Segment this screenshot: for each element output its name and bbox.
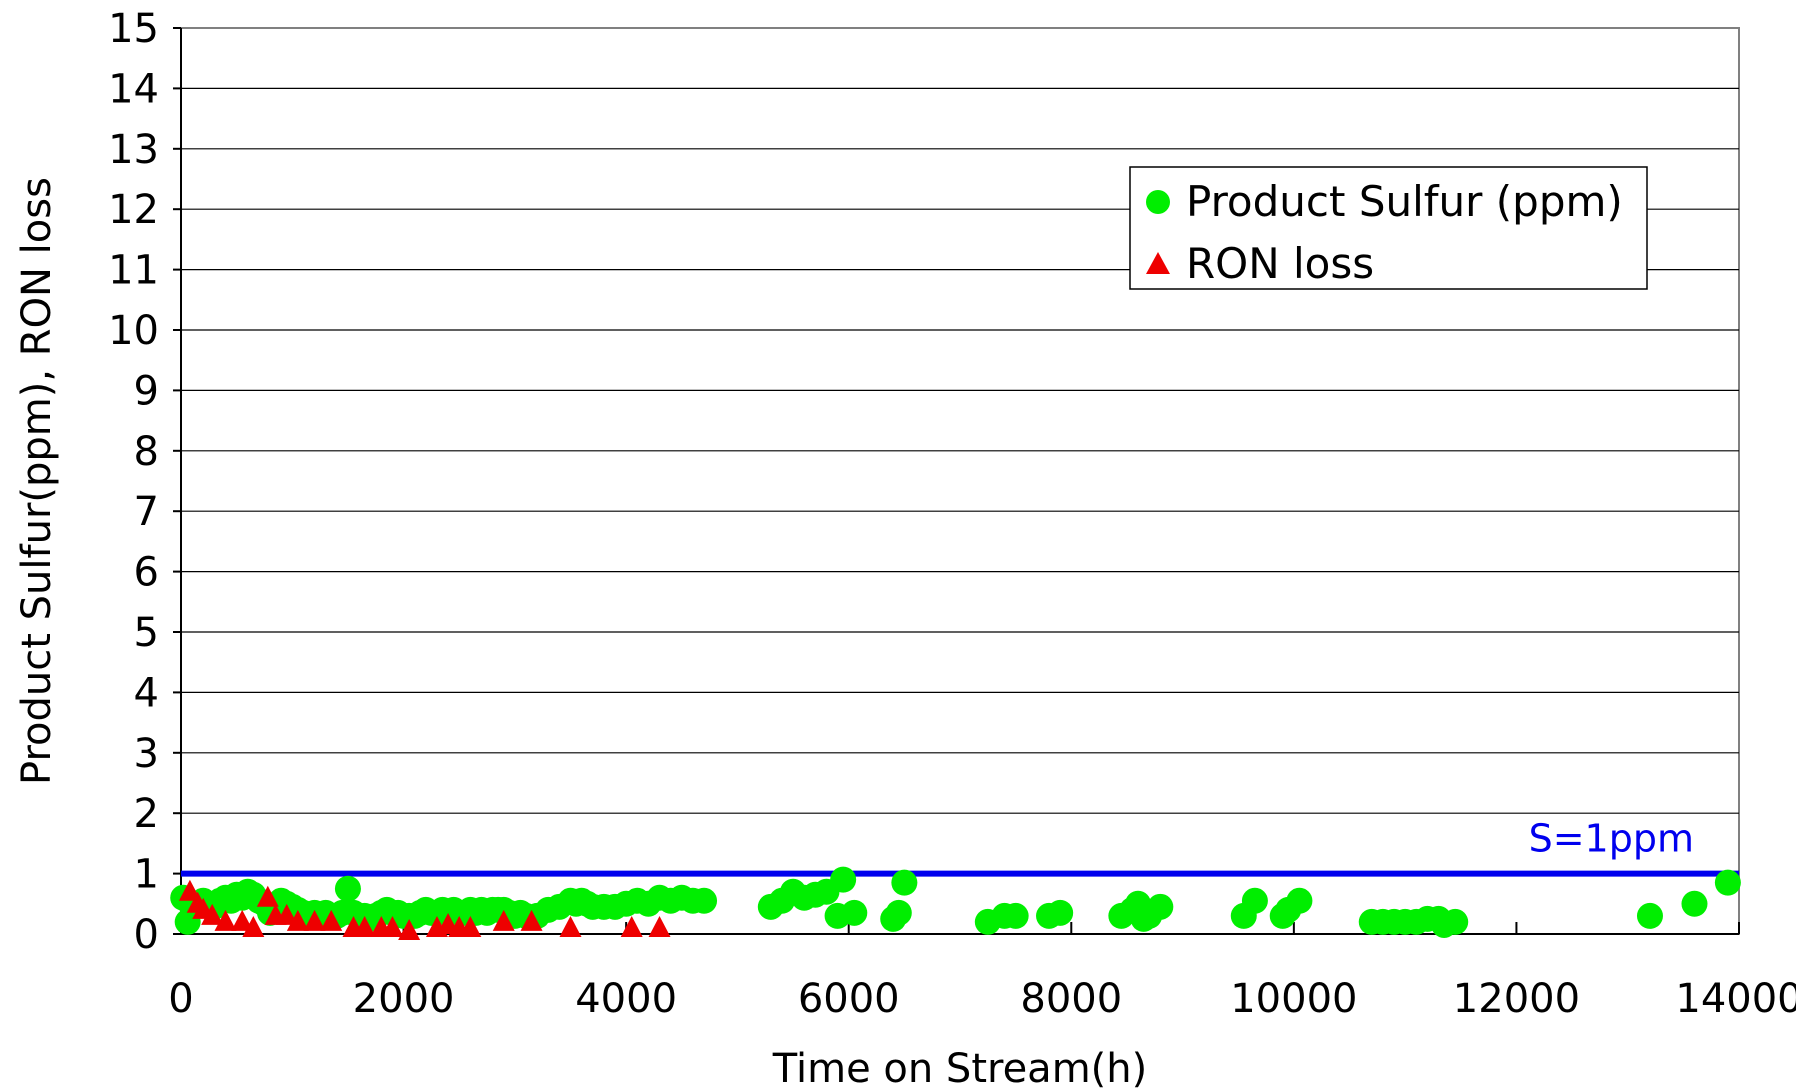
product-sulfur-point	[1681, 890, 1708, 917]
ron-loss-point	[231, 909, 254, 931]
x-tick-label: 10000	[1230, 976, 1357, 1022]
ron-loss-point	[492, 909, 515, 931]
product-sulfur-points	[170, 866, 1741, 938]
reference-line-label: S=1ppm	[1529, 817, 1694, 861]
y-tick-label: 14	[108, 66, 159, 112]
x-tick-label: 12000	[1453, 976, 1580, 1022]
x-tick-label: 14000	[1675, 976, 1796, 1022]
product-sulfur-point	[691, 887, 718, 914]
x-tick-label: 4000	[575, 976, 677, 1022]
y-tick-label: 2	[134, 791, 159, 837]
legend-box	[1129, 166, 1648, 290]
y-tick-label: 13	[108, 127, 159, 173]
product-sulfur-point	[1636, 902, 1663, 929]
product-sulfur-point	[334, 875, 361, 902]
y-tick-label: 6	[134, 550, 159, 596]
y-tick-label: 9	[134, 368, 159, 414]
ron-loss-point	[398, 918, 421, 940]
y-tick-label: 7	[134, 489, 159, 535]
legend-marker-ron-loss	[1146, 252, 1170, 274]
ron-loss-point	[559, 915, 582, 937]
ron-loss-point	[286, 909, 309, 931]
product-sulfur-point	[1442, 908, 1469, 935]
ron-loss-point	[381, 915, 404, 937]
y-tick-label: 11	[108, 248, 159, 294]
legend-label-product-sulfur: Product Sulfur (ppm)	[1186, 177, 1623, 226]
y-tick-label: 0	[134, 912, 159, 958]
ron-loss-point	[459, 915, 482, 937]
ron-loss-point	[256, 885, 279, 907]
product-sulfur-point	[830, 866, 857, 893]
legend: Product Sulfur (ppm) RON loss	[1129, 166, 1648, 290]
ron-loss-point	[275, 903, 298, 925]
ron-loss-point	[242, 915, 265, 937]
y-tick-label: 3	[134, 731, 159, 777]
ron-loss-point	[201, 903, 224, 925]
ron-loss-point	[648, 915, 671, 937]
ron-loss-point	[178, 879, 201, 901]
ron-loss-point	[620, 915, 643, 937]
product-sulfur-point	[841, 899, 868, 926]
ron-loss-point	[353, 915, 376, 937]
y-tick-label: 1	[134, 852, 159, 898]
product-sulfur-point	[1714, 869, 1741, 896]
product-sulfur-point	[1147, 893, 1174, 920]
x-axis-title: Time on Stream(h)	[772, 1046, 1147, 1088]
x-tick-label: 2000	[353, 976, 455, 1022]
ron-loss-point	[320, 909, 343, 931]
y-tick-label: 8	[134, 429, 159, 475]
y-axis-title: Product Sulfur(ppm), RON loss	[14, 177, 60, 785]
product-sulfur-point	[891, 869, 918, 896]
ron-loss-point	[303, 909, 326, 931]
legend-marker-product-sulfur	[1146, 190, 1170, 214]
x-tick-label: 0	[168, 976, 193, 1022]
product-sulfur-point	[1241, 887, 1268, 914]
x-tick-label: 6000	[798, 976, 900, 1022]
y-tick-label: 5	[134, 610, 159, 656]
y-tick-label: 15	[108, 6, 159, 52]
grid-lines	[181, 87, 1739, 875]
x-tick-label: 8000	[1020, 976, 1122, 1022]
ron-loss-points	[178, 879, 671, 940]
product-sulfur-point	[1002, 902, 1029, 929]
ron-loss-point	[214, 909, 237, 931]
product-sulfur-point	[1047, 899, 1074, 926]
legend-label-ron-loss: RON loss	[1186, 239, 1374, 288]
y-tick-label: 4	[134, 670, 159, 716]
product-sulfur-point	[885, 899, 912, 926]
ron-loss-point	[520, 909, 543, 931]
y-tick-label: 12	[108, 187, 159, 233]
y-tick-label: 10	[108, 308, 159, 354]
product-sulfur-point	[1286, 887, 1313, 914]
plot-area	[180, 27, 1740, 935]
reference-line-group: S=1ppm	[181, 817, 1739, 877]
